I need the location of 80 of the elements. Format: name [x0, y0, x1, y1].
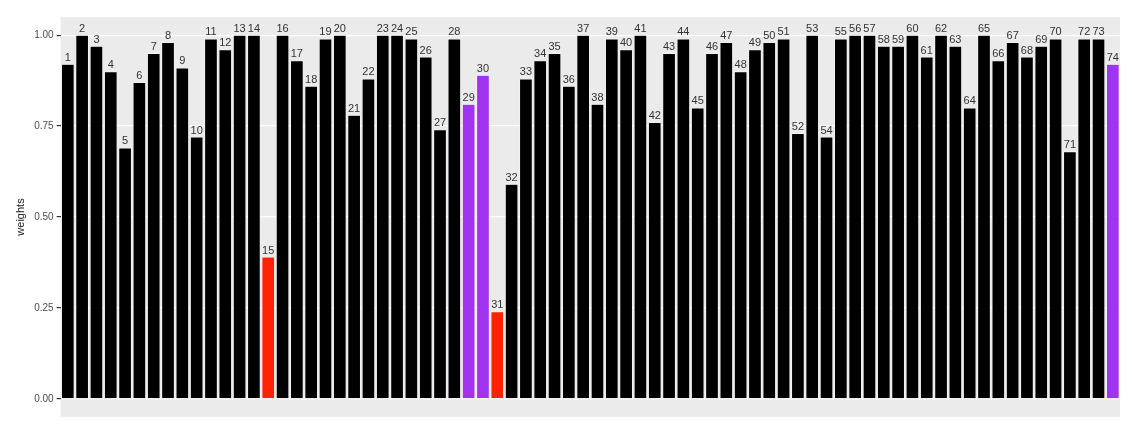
- x-tick-label: 64: [963, 94, 976, 107]
- x-tick-label: 3: [93, 32, 100, 45]
- x-tick-label: 20: [333, 21, 346, 34]
- x-tick-label: 43: [662, 39, 676, 52]
- x-tick-label: 45: [691, 94, 704, 107]
- x-tick-label: 9: [179, 54, 186, 67]
- x-tick-label: 7: [150, 39, 157, 52]
- x-tick-label: 70: [1049, 25, 1062, 38]
- x-tick-label: 69: [1035, 32, 1048, 45]
- x-tick-label: 19: [319, 25, 332, 38]
- x-tick-label: 11: [205, 25, 217, 38]
- x-tick-label: 48: [734, 58, 747, 71]
- x-tick-label: 42: [648, 108, 661, 121]
- x-tick-label: 35: [548, 39, 561, 52]
- x-tick-label: 10: [190, 123, 203, 136]
- y-axis-title: weights: [13, 197, 26, 237]
- x-tick-label: 5: [122, 134, 129, 147]
- x-tick-label: 62: [934, 21, 948, 34]
- x-tick-label: 15: [262, 243, 275, 256]
- x-tick-label: 6: [136, 68, 143, 81]
- x-tick-label: 30: [476, 61, 490, 74]
- x-tick-label: 71: [1063, 138, 1077, 151]
- y-tick-label: 0.75: [34, 119, 55, 131]
- x-tick-label: 46: [705, 39, 719, 52]
- x-tick-label: 38: [591, 90, 604, 103]
- x-tick-label: 1: [64, 50, 71, 63]
- y-tick-label: 0.00: [34, 392, 55, 404]
- y-tick-label: 0.25: [34, 301, 55, 313]
- x-tick-label: 67: [1006, 28, 1019, 41]
- x-tick-label: 25: [405, 25, 418, 38]
- x-tick-label: 29: [462, 90, 475, 103]
- x-tick-label: 50: [763, 28, 776, 41]
- x-tick-label: 39: [605, 25, 618, 38]
- x-tick-label: 32: [505, 170, 518, 183]
- x-tick-label: 58: [877, 32, 890, 45]
- x-tick-label: 27: [433, 116, 447, 129]
- x-tick-label: 2: [79, 21, 86, 34]
- x-tick-label: 54: [820, 123, 833, 136]
- x-tick-label: 31: [491, 298, 504, 311]
- x-tick-label: 12: [219, 36, 232, 49]
- x-tick-label: 22: [362, 65, 375, 78]
- x-tick-label: 36: [562, 72, 575, 85]
- x-tick-label: 44: [677, 25, 690, 38]
- x-tick-label: 4: [107, 58, 114, 71]
- x-tick-label: 56: [849, 21, 862, 34]
- x-tick-label: 24: [390, 21, 404, 34]
- x-tick-label: 74: [1106, 50, 1119, 63]
- x-tick-label: 26: [419, 43, 432, 56]
- x-tick-label: 16: [276, 21, 289, 34]
- y-tick-label: 1.00: [34, 28, 55, 40]
- x-tick-label: 8: [164, 28, 172, 41]
- x-tick-label: 55: [834, 25, 847, 38]
- x-tick-label: 33: [519, 65, 533, 78]
- x-tick-label: 60: [906, 21, 919, 34]
- x-tick-label: 28: [448, 25, 461, 38]
- x-tick-label: 63: [949, 32, 962, 45]
- x-tick-label: 34: [534, 47, 547, 60]
- x-tick-label: 14: [247, 21, 261, 34]
- x-tick-label: 68: [1020, 43, 1034, 56]
- x-tick-label: 73: [1092, 25, 1105, 38]
- x-tick-label: 18: [305, 72, 318, 85]
- x-tick-label: 23: [376, 21, 389, 34]
- x-tick-label: 72: [1078, 25, 1091, 38]
- x-tick-label: 41: [634, 21, 647, 34]
- x-tick-label: 59: [891, 32, 905, 45]
- x-tick-label: 61: [920, 43, 933, 56]
- x-tick-label: 13: [233, 21, 246, 34]
- x-tick-label: 51: [777, 25, 790, 38]
- x-tick-label: 57: [863, 21, 876, 34]
- x-tick-label: 37: [577, 21, 590, 34]
- x-tick-label: 49: [748, 36, 762, 49]
- y-tick-label: 0.50: [34, 210, 55, 222]
- x-tick-label: 53: [806, 21, 819, 34]
- x-tick-label: 17: [290, 47, 303, 60]
- x-tick-label: 65: [977, 21, 991, 34]
- x-tick-label: 52: [791, 119, 805, 132]
- x-tick-label: 66: [992, 47, 1005, 60]
- x-tick-label: 47: [720, 28, 733, 41]
- x-tick-label: 40: [619, 36, 633, 49]
- x-tick-label: 21: [348, 101, 361, 114]
